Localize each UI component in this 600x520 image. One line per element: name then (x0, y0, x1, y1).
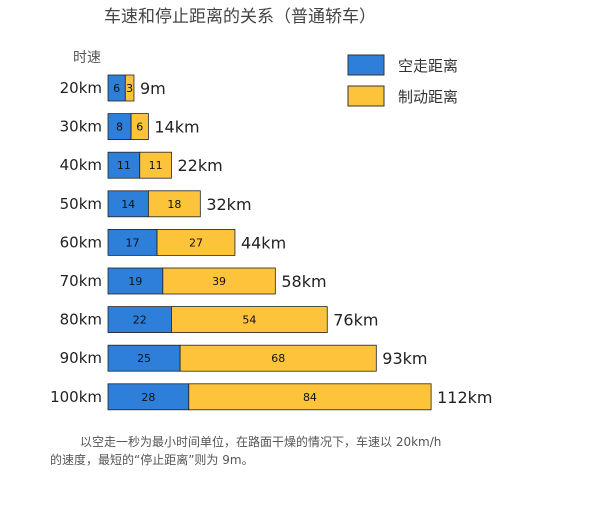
total-label: 22km (177, 156, 222, 175)
data-label: 6 (113, 82, 120, 95)
bar-segment-braking (139, 151, 172, 179)
footnote-line-1: 以空走一秒为最小时间单位，在路面干燥的情况下，车速以 20km/h (80, 434, 441, 449)
data-label: 18 (167, 198, 181, 211)
total-label: 93km (382, 349, 427, 368)
category-label: 30km (60, 118, 102, 136)
bar-segment-braking (147, 190, 201, 218)
data-label: 6 (136, 121, 143, 134)
category-label: 70km (60, 272, 102, 290)
footnote-line-2: 的速度，最短的“停止距离”则为 9m。 (50, 452, 254, 467)
data-label: 11 (149, 159, 163, 172)
bar-segment-braking (156, 228, 236, 256)
bar-segment-braking (162, 267, 276, 295)
category-label: 90km (60, 349, 102, 367)
category-label: 40km (60, 156, 102, 174)
category-label: 20km (60, 79, 102, 97)
bar-segment-idle (107, 267, 164, 295)
total-label: 9m (140, 79, 166, 98)
data-label: 84 (303, 391, 317, 404)
data-label: 17 (126, 236, 140, 249)
total-label: 76km (333, 311, 378, 330)
bar-segment-braking (179, 344, 377, 372)
legend-swatch-idle (347, 54, 385, 76)
data-label: 28 (141, 391, 155, 404)
bar-segment-idle (107, 151, 141, 179)
data-label: 11 (117, 159, 131, 172)
data-label: 25 (137, 352, 151, 365)
category-label: 80km (60, 311, 102, 329)
data-label: 19 (128, 275, 142, 288)
y-axis-label: 时速 (73, 50, 101, 66)
bar-segment-braking (171, 306, 328, 334)
bar-segment-idle (107, 228, 158, 256)
category-label: 100km (50, 388, 102, 406)
bar-segment-braking (188, 383, 432, 411)
bar-segment-idle (107, 383, 190, 411)
total-label: 58km (281, 272, 326, 291)
legend: 空走距离 制动距离 (347, 54, 458, 107)
data-label: 8 (116, 121, 123, 134)
legend-label-braking: 制动距离 (398, 88, 458, 106)
bar-segment-braking (124, 74, 135, 102)
data-label: 14 (121, 198, 135, 211)
total-label: 32km (206, 195, 251, 214)
total-label: 14km (154, 118, 199, 137)
total-label: 44km (241, 233, 286, 252)
data-label: 39 (212, 275, 226, 288)
legend-swatch-braking (347, 85, 385, 107)
chart-title: 车速和停止距离的关系（普通轿车） (104, 7, 376, 27)
data-label: 3 (126, 82, 133, 95)
data-label: 68 (271, 352, 285, 365)
category-label: 50km (60, 195, 102, 213)
category-label: 60km (60, 233, 102, 251)
bar-segment-braking (130, 113, 149, 140)
data-label: 54 (242, 314, 256, 327)
legend-label-idle: 空走距离 (398, 57, 458, 75)
data-label: 27 (189, 236, 203, 249)
bar-segment-idle (107, 306, 172, 334)
data-label: 22 (133, 314, 147, 327)
total-label: 112km (437, 388, 492, 407)
